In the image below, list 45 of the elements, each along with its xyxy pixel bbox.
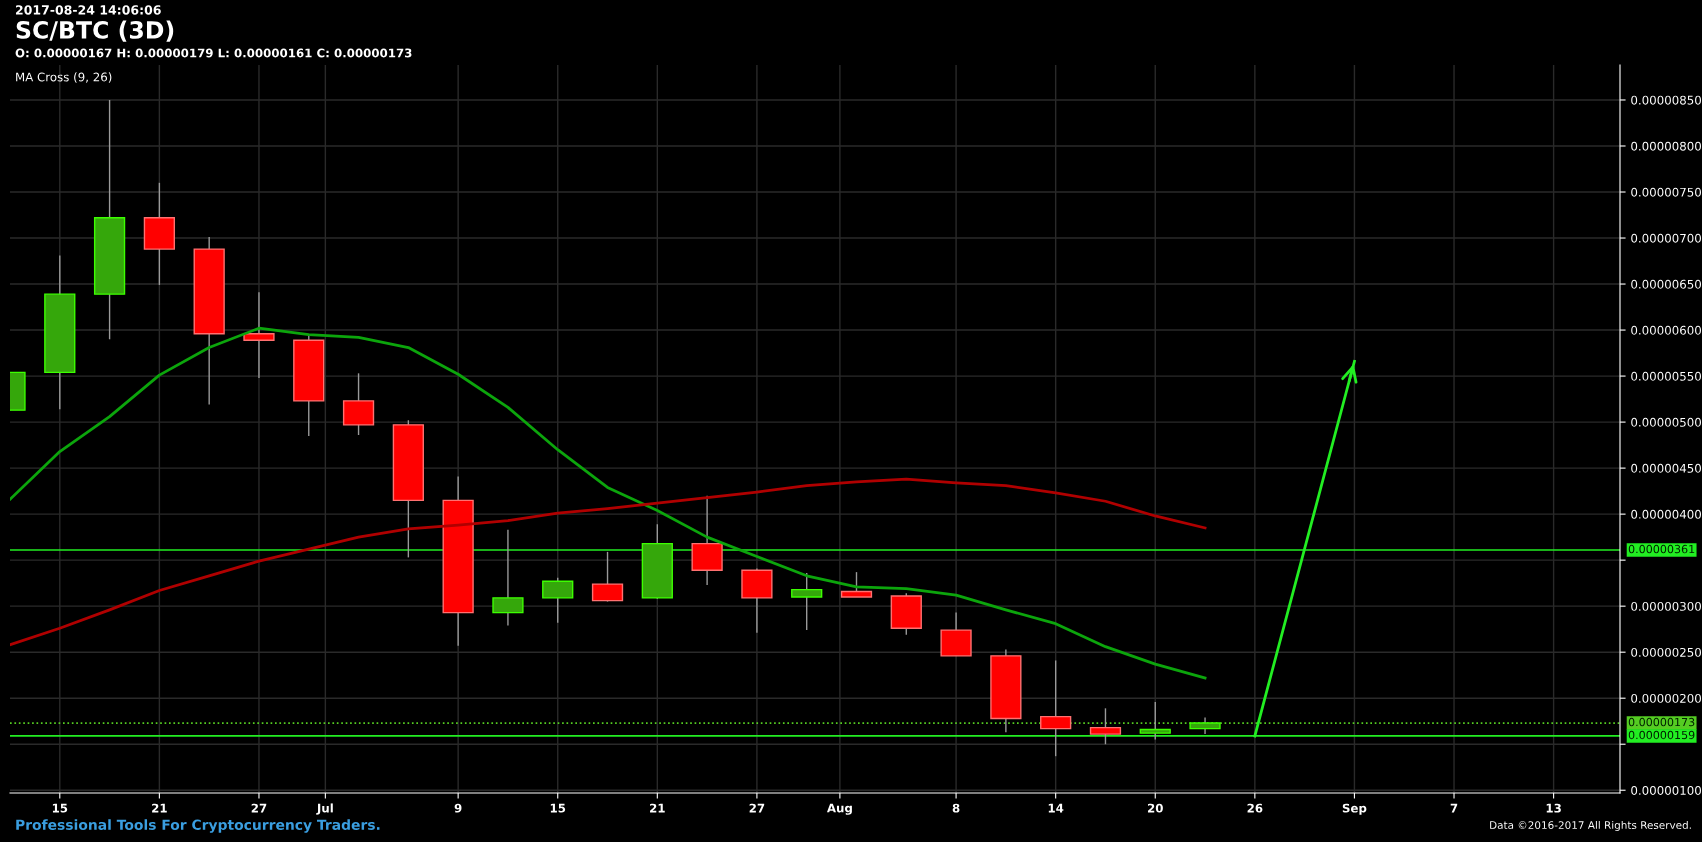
y-tick-label: 0.00000700 [1631,233,1701,243]
x-tick-label: Sep [1342,803,1367,815]
text: Data ©2016-2017 All Rights Reserved. [1490,820,1691,832]
y-tick-label: 0.00000300 [1631,601,1701,611]
x-tick-label: 13 [1546,803,1561,813]
y-tick-label: 0.00000100 [1631,785,1701,795]
x-tick-label: 9 [454,803,462,813]
ref-line-label: 0.00000173 [1628,717,1695,727]
candlestick [1040,659,1072,757]
y-tick-label: 0.00000550 [1631,371,1701,381]
y-tick-label: 0.00000850 [1631,95,1701,105]
y-tick-label: 0.00000250 [1631,647,1701,657]
x-tick-label: 27 [251,803,267,813]
line-series [10,477,1207,647]
y-tick-label: 0.00000200 [1631,693,1701,703]
ref-line-label: 0.00000159 [1628,730,1695,740]
y-tick-label: 0.00000600 [1631,325,1701,335]
y-tick-label: 0.00000650 [1631,279,1701,289]
chart-subtitle: 2017-08-24 14:06:06 [15,5,161,15]
y-tick-label: 0.00000500 [1631,417,1701,427]
y-tick-label: 0.00000400 [1631,509,1701,519]
candlestick [791,572,823,631]
x-tick-label: 7 [1450,803,1458,813]
ref-line-label: 0.00000361 [1628,544,1695,554]
candlestick [243,291,275,379]
x-tick-label: 15 [52,803,68,813]
x-tick-label: 27 [749,803,765,813]
x-tick-label: 15 [550,803,566,813]
x-tick-label: 8 [952,803,960,813]
x-tick-label: 21 [152,803,167,813]
x-tick-label: 20 [1147,803,1163,813]
x-tick-label: Jul [316,803,333,815]
annotation: MA Cross (9, 26) [16,72,112,83]
x-tick-label: 21 [650,803,665,813]
y-tick-label: 0.00000800 [1631,141,1701,151]
x-tick-label: Aug [826,803,852,815]
x-tick-label: 26 [1247,803,1263,813]
y-tick-label: 0.00000750 [1631,187,1701,197]
text: Professional Tools For Cryptocurrency Traders. [16,819,380,833]
line-series [10,326,1207,680]
x-tick-label: 14 [1048,803,1064,813]
candlestick [1139,701,1171,741]
y-tick-label: 0.00000450 [1631,463,1701,473]
text: O: 0.00000167 H: 0.00000179 L: 0.00000161 C: 0.00000173 [15,48,412,58]
chart-title: SC/BTC (3D) [16,20,174,42]
